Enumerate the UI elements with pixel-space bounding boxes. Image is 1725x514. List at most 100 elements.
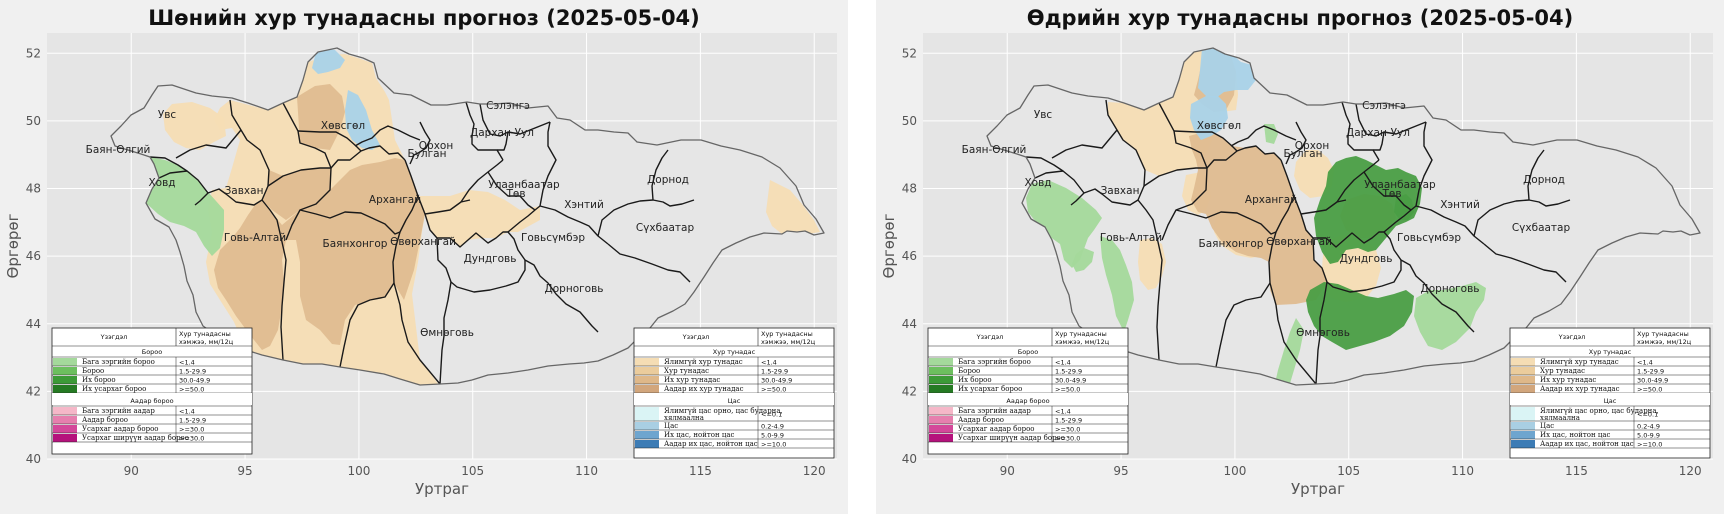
- aimag-border: [436, 237, 526, 293]
- legend-gap: [1510, 393, 1710, 405]
- aimag-border: [424, 199, 471, 215]
- precip-area-light-rain: [1414, 282, 1486, 350]
- legend-swatch: [929, 385, 953, 393]
- legend-swatch: [1511, 358, 1535, 366]
- legend-row-label: Бороо: [958, 367, 980, 375]
- aimag-border: [175, 129, 242, 159]
- legend-swatch: [53, 367, 77, 375]
- y-axis-label: Өргөрөг: [880, 213, 898, 278]
- country-outline: [986, 47, 1701, 386]
- legend-col2-header: Хур тунадасны хэмжээ, мм/12ц: [1637, 330, 1692, 346]
- legend-row-value: 1.5-29.9: [179, 368, 206, 376]
- legend-swatch: [1511, 376, 1535, 384]
- aimag-border: [261, 199, 287, 361]
- legend-row-value: 1.5-29.9: [761, 368, 788, 376]
- aimag-label: Хөвсгөл: [321, 120, 365, 132]
- aimag-border: [409, 121, 431, 165]
- legend-section-title: Хур тунадас: [1589, 348, 1632, 356]
- precip-area-snow: [1198, 48, 1256, 98]
- legend-row-value: 1.5-29.9: [1055, 417, 1082, 425]
- legend-swatch: [53, 358, 77, 366]
- y-tick-label: 48: [26, 182, 41, 196]
- aimag-label: Баянхонгор: [323, 238, 388, 250]
- aimag-border: [393, 282, 441, 385]
- legend-row-value: <1.4: [1055, 408, 1071, 416]
- aimag-label: Сүхбаатар: [636, 222, 695, 234]
- aimag-border: [1285, 121, 1307, 165]
- y-tick-label: 42: [26, 384, 41, 398]
- legend-row-label: Ялимгүй хур тунадас: [1540, 358, 1619, 366]
- legend-row-value: 1.5-29.9: [1055, 368, 1082, 376]
- legend-swatch: [635, 431, 659, 439]
- legend-row-value: 30.0-49.9: [1055, 377, 1086, 385]
- aimag-border: [1473, 199, 1571, 237]
- y-tick-label: 50: [902, 114, 917, 128]
- aimag-border: [439, 281, 452, 385]
- legend-row-value: 5.0-9.9: [1637, 432, 1660, 440]
- legend-row-label: Бага зэргийн бороо: [958, 358, 1031, 366]
- precip-area-precip: [262, 168, 331, 220]
- aimag-label: Өвөрхангай: [390, 236, 456, 248]
- precip-area-light-precip: [1138, 238, 1166, 290]
- legend-row-value: >=30.0: [179, 435, 204, 443]
- legend-row-label: Их цас, нойтон цас: [1540, 431, 1611, 439]
- aimag-border: [297, 130, 362, 152]
- legend-row-value: 1.5-29.9: [179, 417, 206, 425]
- rain-legend: Үзэгдэл Хур тунадасны хэмжээ, мм/12цБорооБ…: [51, 327, 253, 455]
- legend-row-value: <=0.1: [761, 411, 782, 419]
- legend-col2-header-line: хэмжээ, мм/12ц: [761, 338, 816, 346]
- aimag-label: Төв: [1381, 188, 1401, 200]
- aimag-label: Дорнод: [647, 174, 689, 186]
- legend-row-value: <=0.1: [1637, 411, 1658, 419]
- x-tick-label: 120: [1679, 464, 1702, 478]
- legend-row-label: Их бороо: [958, 376, 992, 384]
- legend-row-value: >=30.0: [1055, 426, 1080, 434]
- precip-area-heavy-rain: [1306, 282, 1414, 350]
- aimag-border: [651, 149, 669, 201]
- aimag-label: Сэлэнгэ: [486, 100, 530, 112]
- aimag-border: [460, 159, 504, 203]
- legend-swatch: [53, 416, 77, 424]
- legend-gap: [928, 393, 1128, 405]
- aimag-border: [1280, 159, 1402, 261]
- aimag-border: [1373, 131, 1385, 151]
- night-forecast-panel: Шөнийн хур тунадасны прогноз (2025-05-04…: [0, 0, 848, 514]
- legend-col2-header-line: Хур тунадасны: [1055, 330, 1107, 338]
- y-tick-label: 42: [902, 384, 917, 398]
- y-tick-label: 40: [26, 452, 41, 466]
- day-map: Увс Баян-Өлгий Ховд Завхан Говь-Алтай Хөвсгөл…: [880, 33, 1713, 498]
- precip-area-heavy-rain: [1394, 194, 1414, 220]
- precip-area-light-rain: [1100, 236, 1134, 332]
- aimag-label: Дорноговь: [1421, 283, 1480, 295]
- aimag-border: [1336, 159, 1380, 203]
- aimag-label: Дархан-Уул: [1346, 127, 1410, 139]
- y-tick-label: 46: [902, 249, 917, 263]
- y-axis-label: Өргөрөг: [4, 213, 22, 278]
- aimag-border: [404, 159, 526, 261]
- x-tick-label: 110: [1451, 464, 1474, 478]
- legend-row-label: Бага зэргийн аадар: [82, 407, 155, 415]
- aimag-border: [1025, 156, 1064, 172]
- legend-row-label: Бага зэргийн аадар: [958, 407, 1031, 415]
- aimag-label: Сэлэнгэ: [1362, 100, 1406, 112]
- y-tick-label: 52: [902, 46, 917, 60]
- aimag-label: Ховд: [148, 177, 175, 189]
- aimag-label: Говьсүмбэр: [1397, 232, 1461, 244]
- aimag-border: [1415, 121, 1433, 207]
- aimag-border: [607, 243, 691, 283]
- legend-row-label: Усархаг аадар бороо: [82, 425, 159, 433]
- legend-swatch: [1511, 367, 1535, 375]
- aimag-label: Сүхбаатар: [1512, 222, 1571, 234]
- legend-row-label: Аадар их цас, нойтон цас: [664, 440, 758, 448]
- legend-row-label: Хур тунадас: [664, 367, 709, 375]
- aimag-label: Дорнод: [1523, 174, 1565, 186]
- y-tick-label: 50: [26, 114, 41, 128]
- x-tick-label: 100: [347, 464, 370, 478]
- aimag-border: [1143, 167, 1207, 187]
- night-map: Увс Баян-Өлгий Ховд Завхан Говь-Алтай Хөвсгөл…: [4, 33, 837, 498]
- legend-swatch: [929, 367, 953, 375]
- aimag-label: Баянхонгор: [1199, 238, 1264, 250]
- aimag-border: [539, 121, 557, 207]
